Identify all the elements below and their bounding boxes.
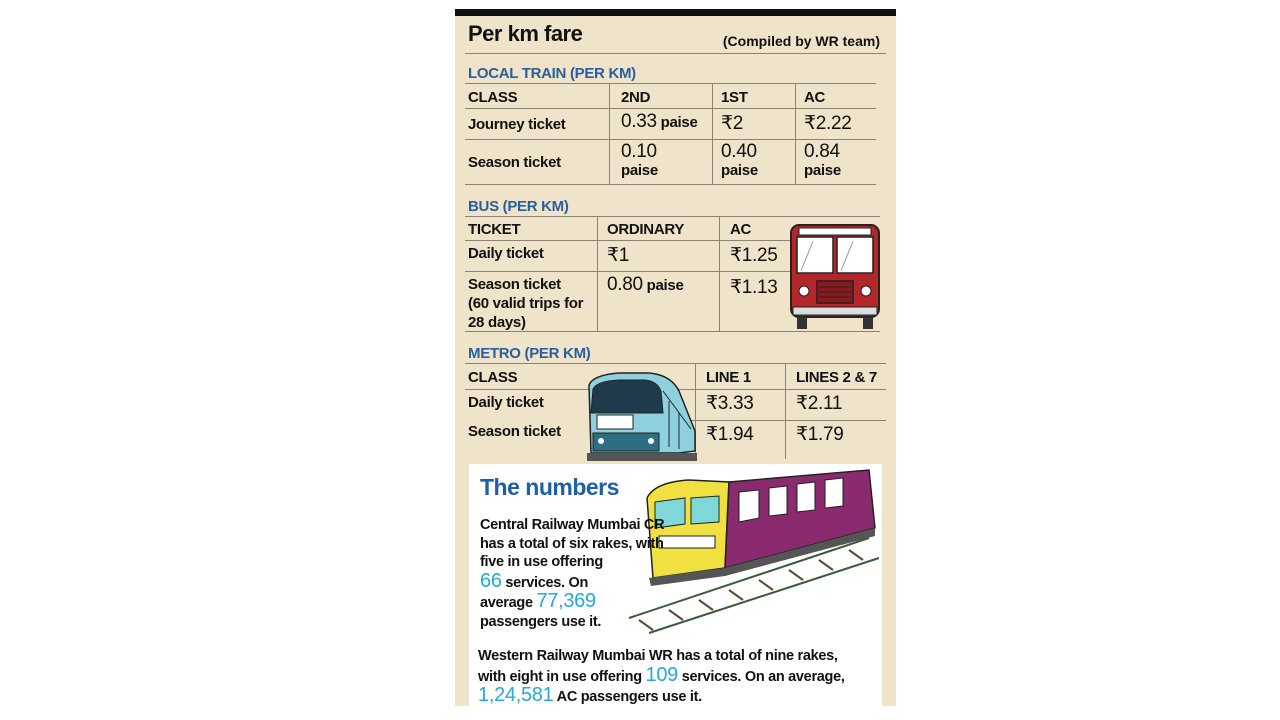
divider: [465, 139, 876, 140]
fare-unit: paise: [721, 162, 758, 179]
row-label: Season ticket (60 valid trips for 28 day…: [468, 275, 583, 332]
text-line: services. On an average,: [678, 668, 845, 685]
text-line: average: [480, 595, 537, 611]
highlight-number: 77,369: [536, 590, 596, 612]
fare-unit: paise: [621, 162, 658, 179]
highlight-number: 1,24,581: [478, 684, 554, 706]
column-header: AC: [804, 89, 826, 106]
row-label: Daily ticket: [468, 394, 544, 411]
row-label: Season ticket: [468, 154, 561, 171]
row-label: Season ticket: [468, 423, 561, 440]
column-header: CLASS: [468, 89, 518, 106]
text-line: services. On: [501, 574, 589, 591]
text-line: has a total of six rakes, with: [480, 535, 664, 552]
row-label-line: (60 valid trips for: [468, 295, 584, 312]
metro-train-illustration: [587, 372, 697, 461]
column-header: CLASS: [468, 369, 518, 386]
divider: [465, 271, 790, 272]
section-bus: BUS (PER KM): [468, 198, 569, 215]
fare-value: ₹1: [607, 245, 630, 266]
row-label-line: 28 days): [468, 314, 526, 331]
top-bar: [455, 9, 896, 16]
fare-value: ₹1.13: [730, 277, 778, 298]
fare-value: 0.84: [804, 141, 840, 162]
fare-value: 0.40: [721, 141, 757, 162]
fare-value: 0.10: [621, 141, 657, 162]
western-railway-text: Western Railway Mumbai WR has a total of…: [478, 647, 845, 707]
central-railway-text: Central Railway Mumbai CR has a total of…: [480, 516, 665, 631]
fare-value: ₹1.79: [796, 424, 844, 445]
fare-value: ₹2.22: [804, 113, 852, 134]
column-header: LINE 1: [706, 369, 751, 386]
divider: [465, 184, 876, 185]
column-header: LINES 2 & 7: [796, 369, 877, 386]
row-label-line: Season ticket: [468, 276, 561, 293]
fare-infographic: Per km fare (Compiled by WR team) LOCAL …: [455, 9, 896, 706]
column-divider: [795, 83, 796, 184]
row-label: Journey ticket: [468, 116, 566, 133]
fare-value: 0.80: [607, 274, 643, 295]
column-divider: [609, 83, 610, 184]
bus-illustration: [790, 224, 880, 329]
divider: [465, 240, 790, 241]
divider: [465, 216, 880, 217]
fare-unit: paise: [660, 114, 698, 131]
column-header: 1ST: [721, 89, 748, 106]
column-divider: [712, 83, 713, 184]
highlight-number: 109: [645, 663, 679, 686]
divider: [465, 83, 876, 84]
numbers-title: The numbers: [480, 474, 619, 500]
page-title: Per km fare: [468, 21, 583, 46]
fare-value: ₹1.25: [730, 245, 778, 266]
highlight-number: 66: [480, 569, 502, 592]
divider: [465, 331, 880, 332]
divider: [465, 363, 886, 364]
fare-value: ₹1.94: [706, 424, 754, 445]
column-header: ORDINARY: [607, 221, 685, 238]
numbers-panel: The numbers Central Railway Mumbai CR: [469, 464, 882, 706]
divider: [465, 108, 876, 109]
credit-note: (Compiled by WR team): [722, 33, 880, 49]
text-line: passengers use it.: [480, 613, 602, 630]
section-local-train: LOCAL TRAIN (PER KM): [468, 65, 636, 82]
text-line: Central Railway Mumbai CR: [480, 517, 665, 533]
fare-unit: paise: [804, 162, 841, 179]
column-divider: [785, 363, 786, 459]
fare-value: ₹2.11: [796, 393, 843, 414]
fare-unit: paise: [646, 277, 684, 294]
column-header: AC: [730, 221, 752, 238]
text-line: AC passengers use it.: [553, 689, 703, 705]
column-header: TICKET: [468, 221, 521, 238]
column-divider: [597, 216, 598, 331]
text-line: five in use offering: [480, 554, 603, 570]
divider: [465, 53, 886, 54]
local-train-illustration: [628, 469, 880, 634]
section-metro: METRO (PER KM): [468, 345, 591, 362]
column-divider: [695, 363, 696, 459]
row-label: Daily ticket: [468, 245, 544, 262]
fare-value: ₹3.33: [706, 393, 754, 414]
fare-value: 0.33: [621, 111, 657, 132]
text-line: Western Railway Mumbai WR has a total of…: [478, 648, 838, 664]
column-divider: [719, 216, 720, 331]
text-line: with eight in use offering: [478, 668, 646, 685]
column-header: 2ND: [621, 89, 651, 106]
fare-value: ₹2: [721, 113, 744, 134]
